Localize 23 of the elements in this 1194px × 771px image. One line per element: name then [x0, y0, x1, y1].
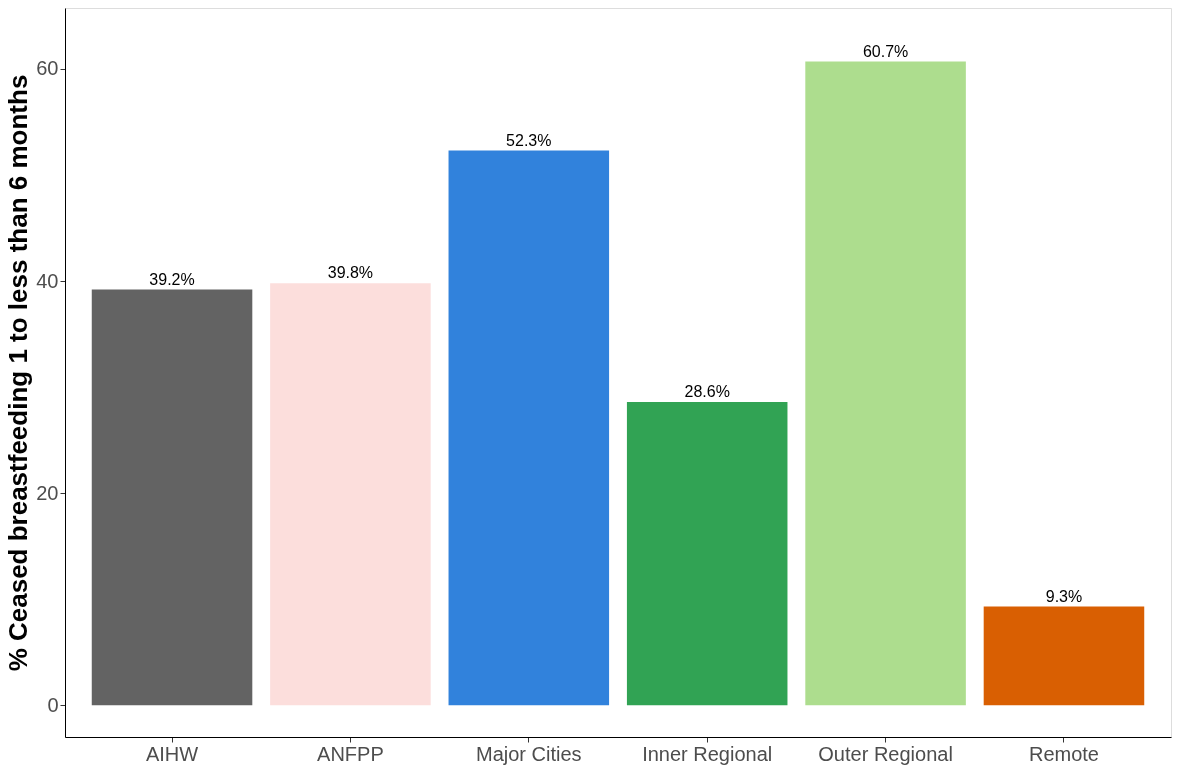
y-tick-label: 40 [36, 269, 59, 292]
data-label: 28.6% [684, 382, 730, 400]
y-axis-title: % Ceased breastfeeding 1 to less than 6 months [3, 74, 34, 672]
bar [91, 289, 253, 706]
x-tick-label: Inner Regional [642, 742, 773, 765]
x-tick-label: AIHW [145, 742, 199, 765]
x-tick-label: Major Cities [476, 742, 582, 765]
data-label: 39.8% [327, 264, 374, 282]
y-tick-label: 0 [47, 693, 59, 716]
bar [983, 606, 1145, 706]
x-tick-label: Remote [1028, 742, 1099, 765]
data-label: 9.3% [1045, 587, 1083, 605]
x-tick-label: Outer Regional [818, 742, 953, 765]
bar [270, 283, 431, 706]
bar [448, 150, 610, 706]
bar [626, 401, 788, 706]
y-tick-label: 20 [36, 481, 59, 504]
bar [805, 61, 966, 706]
data-label: 39.2% [149, 270, 195, 288]
data-label: 52.3% [506, 131, 552, 149]
x-tick-label: ANFPP [317, 742, 384, 765]
y-tick-label: 60 [36, 57, 59, 80]
data-label: 60.7% [862, 42, 909, 60]
